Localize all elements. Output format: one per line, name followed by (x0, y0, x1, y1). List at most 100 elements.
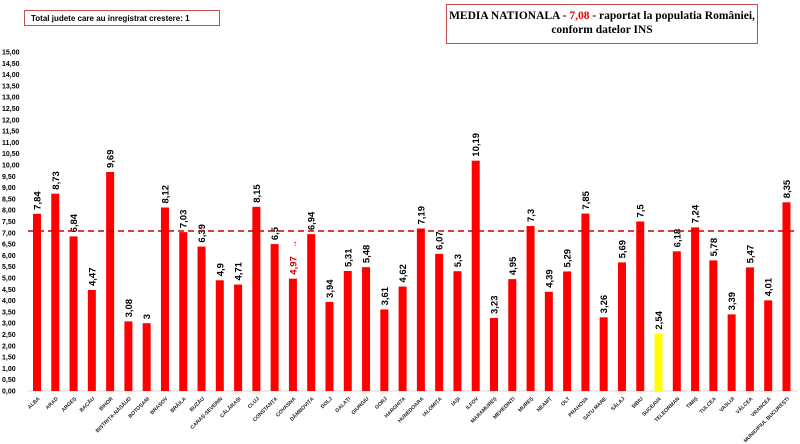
y-tick-label: 4,50 (2, 287, 16, 294)
data-label: 6,94 (307, 211, 318, 230)
x-tick-label: BUZĂU (188, 395, 206, 413)
media-line2: conform datelor INS (551, 24, 653, 36)
data-label: 8,15 (252, 184, 263, 203)
x-tick-label: SIBIU (631, 396, 645, 410)
data-label: 5,48 (362, 245, 373, 264)
data-label: 4,39 (544, 269, 555, 288)
media-value: 7,08 (569, 10, 590, 22)
bar-tulcea (709, 260, 718, 391)
bar-buzău (197, 246, 206, 391)
data-label: 7,5 (636, 204, 647, 218)
x-tick-label: VASLUI (719, 396, 737, 414)
total-increase-text: Total judete care au inregistrat crester… (31, 14, 190, 23)
y-tick-label: 11,00 (2, 140, 19, 147)
y-tick-label: 8,00 (2, 208, 16, 215)
bar-sibiu (636, 221, 645, 391)
x-tick-label: GORJ (374, 396, 389, 411)
x-tick-label: TULCEA (699, 396, 718, 415)
x-tick-label: TIMIȘ (685, 396, 699, 410)
x-tick-label: BIHOR (98, 396, 114, 412)
data-label: 3,39 (727, 292, 738, 311)
data-label: 4,71 (234, 261, 245, 280)
y-tick-label: 0,50 (2, 377, 16, 384)
y-tick-label: 12,00 (2, 117, 20, 124)
bar-vrancea (764, 300, 773, 391)
data-label: 8,12 (160, 185, 171, 204)
y-tick-label: 9,50 (2, 174, 16, 181)
bar-botoșani (142, 323, 151, 391)
data-label: 5,31 (343, 248, 354, 267)
national-average-box: MEDIA NATIONALA - 7,08 - raportat la pop… (446, 4, 758, 44)
bar-galați (343, 270, 352, 391)
y-tick-label: 13,50 (2, 83, 20, 90)
y-tick-label: 15,00 (2, 50, 20, 57)
bar-gorj (380, 309, 389, 391)
data-label: 4,62 (398, 264, 409, 283)
bar-covasna (288, 278, 297, 391)
x-tick-label: BRAȘOV (149, 396, 169, 416)
bar-harghita (398, 286, 407, 391)
y-tick-label: 5,00 (2, 276, 16, 283)
data-label: 4,9 (215, 263, 226, 276)
bar-mureș (526, 226, 535, 391)
x-tick-label: MUREȘ (517, 396, 535, 414)
data-label: 7,24 (691, 204, 702, 223)
x-tick-label: ALBA (27, 396, 42, 411)
bar-mehedinți (508, 279, 517, 391)
x-tick-label: IAȘI (450, 396, 462, 408)
bar-iași (453, 271, 462, 391)
data-label: 6,39 (197, 224, 208, 243)
y-tick-label: 10,00 (2, 163, 20, 170)
y-tick-label: 8,50 (2, 196, 16, 203)
data-label: 6,18 (672, 229, 683, 248)
bar-vaslui (727, 314, 736, 391)
y-tick-label: 14,00 (2, 72, 20, 79)
data-label: 4,01 (764, 277, 775, 296)
data-label: 3,61 (380, 286, 391, 305)
bar-brăila (179, 232, 188, 391)
y-tick-label: 6,50 (2, 242, 16, 249)
x-tick-label: CARAȘ-SEVERIN (190, 396, 225, 431)
data-label: 6,84 (69, 213, 80, 232)
y-tick-label: 4,00 (2, 298, 16, 305)
data-label: 5,69 (617, 240, 628, 259)
bar-teleorman (672, 251, 681, 391)
bar-arad (51, 193, 60, 391)
bar-suceava (654, 333, 663, 391)
bar-bacău (87, 289, 96, 391)
y-tick-label: 2,50 (2, 332, 16, 339)
media-prefix: MEDIA NATIONALA - (449, 10, 570, 22)
bar-vâlcea (745, 267, 754, 391)
bar-neamț (544, 291, 553, 391)
bar-olt (563, 271, 572, 391)
bar-timiș (691, 227, 700, 391)
bar-argeș (69, 236, 78, 391)
bar-satu-mare (599, 317, 608, 391)
media-suffix: - raportat la populatia României, (589, 10, 755, 22)
bar-caraș-severin (215, 280, 224, 391)
data-label: 8,73 (51, 171, 62, 190)
bar-călărași (234, 284, 243, 391)
data-label: 3,94 (325, 279, 336, 298)
y-tick-label: 1,00 (2, 366, 16, 373)
bar-bistrița-năsăud (124, 321, 133, 391)
x-tick-label: BRĂILA (169, 395, 188, 414)
x-tick-label: IALOMIȚA (422, 396, 444, 418)
bar-prahova (581, 213, 590, 391)
data-label: 7,19 (416, 206, 427, 225)
bar-bihor (106, 172, 115, 391)
bar-ialomița (435, 253, 444, 391)
bar-maramureș (490, 318, 498, 391)
x-tick-label: OLT (560, 396, 572, 408)
data-label: 3,23 (490, 296, 501, 315)
data-label: 7,03 (179, 210, 190, 229)
y-tick-label: 7,00 (2, 230, 16, 237)
total-increase-box: Total judete care au inregistrat crester… (24, 10, 220, 26)
x-tick-label: SĂLAJ (609, 395, 626, 412)
data-label: 10,19 (471, 133, 482, 157)
bar-brașov (160, 207, 169, 391)
y-tick-label: 3,50 (2, 309, 16, 316)
y-tick-label: 10,50 (2, 151, 20, 158)
